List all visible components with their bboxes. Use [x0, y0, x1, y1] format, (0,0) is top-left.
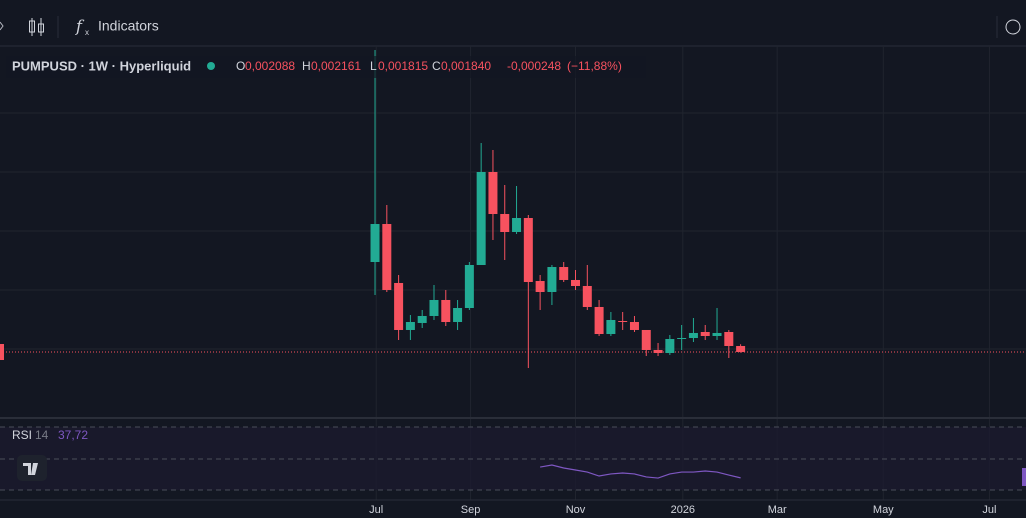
candle-body	[677, 338, 687, 340]
candle-body	[500, 214, 510, 232]
change: -0,000248	[507, 59, 561, 73]
horizontal-grid	[0, 112, 1026, 350]
candle-body	[736, 345, 746, 352]
candle-body	[618, 321, 628, 323]
x-tick-label: 2026	[671, 504, 695, 516]
fx-icon[interactable]: f	[75, 17, 85, 36]
candle-body	[441, 299, 451, 322]
candle-body	[594, 306, 604, 335]
candle-body	[382, 224, 392, 290]
tv-logo[interactable]	[17, 455, 47, 481]
candle-body	[417, 315, 427, 323]
ohlc-label: H	[302, 59, 311, 73]
x-tick-label: Jul	[369, 504, 383, 516]
candle-body	[571, 279, 581, 286]
ohlc-value: 0,001840	[441, 59, 491, 73]
chart-type-icon[interactable]	[29, 18, 44, 36]
ohlc-label: C	[432, 59, 441, 73]
candle-body	[512, 218, 522, 232]
candle-body	[606, 319, 616, 335]
chevron[interactable]	[0, 21, 4, 31]
candle-body	[688, 332, 698, 339]
x-tick-label: Mar	[768, 504, 787, 516]
candle-body	[394, 282, 404, 330]
candle-body	[700, 331, 710, 336]
alert-icon[interactable]	[1005, 19, 1021, 35]
ohlc-label: O	[236, 59, 245, 73]
ohlc-value: 0,002161	[311, 59, 361, 73]
ohlc-value: 0,002088	[245, 59, 295, 73]
candle-body	[464, 265, 474, 309]
candle-body	[629, 321, 639, 330]
x-tick-label: Nov	[566, 504, 586, 516]
candle-body	[523, 218, 533, 282]
candle-body	[476, 171, 486, 265]
x-tick-label: Sep	[461, 504, 481, 516]
x-tick-label: Jul	[982, 504, 996, 516]
candle-body	[641, 329, 651, 350]
candle-body	[653, 349, 663, 353]
fx-icon-sub: x	[85, 28, 89, 37]
legend-bg	[6, 56, 646, 78]
ohlc-label: L	[370, 59, 377, 73]
plot	[0, 49, 1026, 479]
candle-body	[547, 267, 557, 292]
status-dot	[207, 62, 215, 70]
candle-body	[488, 171, 498, 215]
ohlc-value: 0,001815	[378, 59, 428, 73]
candle-body	[405, 321, 415, 330]
candle-body	[453, 308, 463, 322]
price-marker	[0, 344, 4, 360]
candle-body	[535, 281, 545, 292]
rsi-length: 14	[35, 428, 49, 442]
change-percent: (−11,88%)	[567, 59, 622, 73]
rsi-marker	[1022, 468, 1026, 486]
candle-body	[429, 299, 439, 316]
x-tick-label: May	[873, 504, 894, 516]
rsi-name[interactable]: RSI	[12, 428, 32, 442]
symbol[interactable]: PUMPUSD · 1W · Hyperliquid	[12, 58, 191, 73]
candle-body	[665, 338, 675, 353]
candle-body	[724, 331, 734, 346]
candle-body	[370, 224, 380, 262]
toolbar: f x Indicators	[0, 16, 1021, 38]
candle-body	[712, 332, 722, 336]
rsi-line	[540, 464, 741, 479]
rsi-value: 37,72	[58, 428, 88, 442]
candle-body	[582, 285, 592, 307]
candle-body	[559, 267, 569, 280]
indicators-button[interactable]: Indicators	[98, 18, 159, 34]
